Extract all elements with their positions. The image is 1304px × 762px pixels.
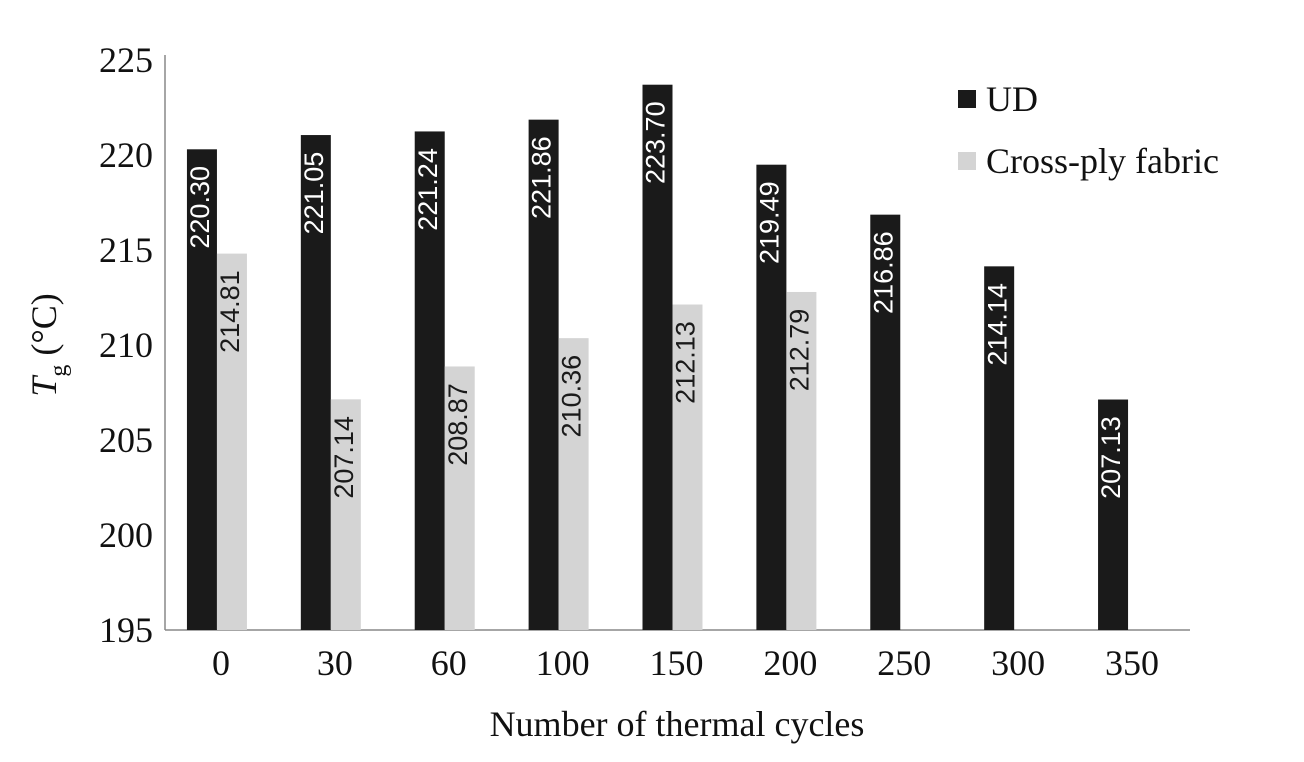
x-tick-label: 350 xyxy=(1105,643,1159,683)
x-axis-title: Number of thermal cycles xyxy=(490,704,865,744)
y-tick-label: 210 xyxy=(99,325,153,365)
x-tick-label: 30 xyxy=(317,643,353,683)
data-label: 214.81 xyxy=(215,270,245,353)
x-tick-label: 300 xyxy=(991,643,1045,683)
bar-cross-ply-30 xyxy=(330,399,361,630)
y-title-subscript: g xyxy=(46,365,72,377)
data-label: 216.86 xyxy=(868,231,898,314)
bar-ud-300 xyxy=(984,266,1015,630)
bar-ud-60 xyxy=(414,131,445,630)
bar-ud-350 xyxy=(1098,399,1129,630)
y-tick-label: 200 xyxy=(99,515,153,555)
y-title-symbol: T xyxy=(24,374,64,397)
x-tick-label: 250 xyxy=(877,643,931,683)
x-axis: 0 30 60 100 150 200 250 300 350 xyxy=(165,629,1190,683)
y-tick-label: 195 xyxy=(99,610,153,650)
bar-ud-100 xyxy=(528,119,559,630)
data-label: 220.30 xyxy=(185,166,215,249)
legend-label: UD xyxy=(986,79,1038,119)
bar-cross-ply-200 xyxy=(786,291,817,630)
y-axis-title: Tg (°C) xyxy=(24,293,72,396)
data-label: 207.14 xyxy=(329,416,359,499)
data-label: 208.87 xyxy=(443,383,473,466)
data-label: 221.24 xyxy=(413,148,443,231)
x-tick-label: 150 xyxy=(650,643,704,683)
y-tick-label: 220 xyxy=(99,135,153,175)
x-tick-label: 0 xyxy=(212,643,230,683)
data-label: 212.13 xyxy=(671,321,701,404)
data-label: 221.05 xyxy=(299,152,329,235)
bar-cross-ply-0 xyxy=(216,253,247,631)
legend: UD Cross-ply fabric xyxy=(958,79,1219,181)
legend-swatch xyxy=(958,152,976,170)
data-label: 214.14 xyxy=(982,283,1012,366)
bar-ud-200 xyxy=(756,164,787,630)
y-tick-label: 215 xyxy=(99,230,153,270)
y-title-unit: (°C) xyxy=(24,293,64,364)
data-label: 207.13 xyxy=(1096,416,1126,499)
x-tick-label: 60 xyxy=(431,643,467,683)
data-label: 212.79 xyxy=(785,309,815,392)
data-label: 221.86 xyxy=(527,136,557,219)
bar-ud-250 xyxy=(870,214,901,630)
bar-cross-ply-60 xyxy=(444,366,475,630)
data-label: 219.49 xyxy=(755,181,785,264)
x-tick-label: 100 xyxy=(536,643,590,683)
y-tick-label: 205 xyxy=(99,420,153,460)
y-tick-label: 225 xyxy=(99,40,153,80)
legend-swatch xyxy=(958,90,976,108)
bar-ud-30 xyxy=(300,135,331,631)
legend-label: Cross-ply fabric xyxy=(986,141,1219,181)
bar-cross-ply-100 xyxy=(558,338,589,630)
bar-cross-ply-150 xyxy=(672,304,703,630)
bar-ud-0 xyxy=(186,149,217,631)
y-axis: 195 200 205 210 215 220 225 xyxy=(99,40,166,650)
x-tick-label: 200 xyxy=(763,643,817,683)
bar-ud-150 xyxy=(642,84,673,630)
data-label: 210.36 xyxy=(557,355,587,438)
data-label: 223.70 xyxy=(641,101,671,184)
